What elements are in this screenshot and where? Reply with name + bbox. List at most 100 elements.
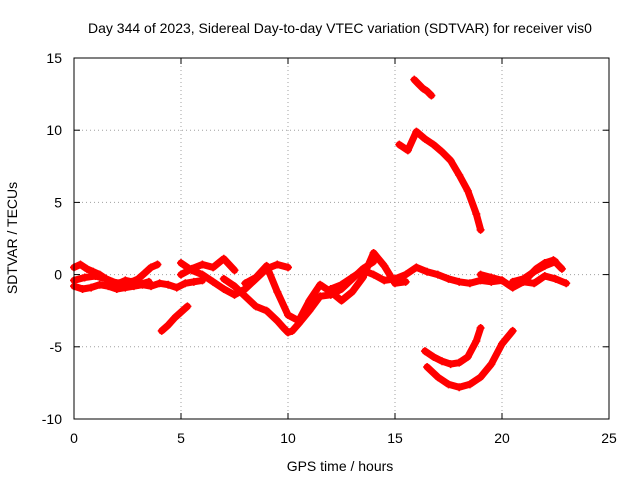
data-point-marker <box>369 270 378 279</box>
data-point-marker <box>369 248 378 257</box>
data-point-marker <box>198 270 207 279</box>
series-arc-d <box>157 302 192 335</box>
x-tick-label: 0 <box>70 430 78 446</box>
data-point-marker <box>147 263 156 272</box>
data-point-marker <box>112 279 121 288</box>
data-point-marker <box>444 274 453 283</box>
data-point-marker <box>78 285 87 294</box>
data-point-marker <box>476 225 485 234</box>
data-point-marker <box>455 170 464 179</box>
x-tick-label: 25 <box>601 430 617 446</box>
data-point-marker <box>251 302 260 311</box>
data-point-marker <box>444 380 453 389</box>
data-point-marker <box>284 328 292 337</box>
data-point-marker <box>391 274 399 283</box>
data-point-marker <box>198 260 207 269</box>
data-point-marker <box>498 276 506 285</box>
data-point-marker <box>414 79 423 88</box>
data-point-marker <box>153 260 162 269</box>
data-point-marker <box>134 280 143 289</box>
data-point-marker <box>305 296 314 305</box>
data-point-marker <box>395 140 404 149</box>
data-point-marker <box>562 279 571 288</box>
data-point-marker <box>294 316 303 325</box>
data-point-marker <box>423 363 432 372</box>
x-tick-label: 20 <box>494 430 510 446</box>
data-point-marker <box>155 279 164 288</box>
data-point-marker <box>530 279 539 288</box>
data-point-marker <box>316 280 325 289</box>
data-point-marker <box>472 337 481 346</box>
data-point-marker <box>476 373 485 382</box>
data-point-marker <box>273 287 282 296</box>
data-point-marker <box>102 274 111 283</box>
data-point-marker <box>403 146 412 155</box>
y-tick-label: -10 <box>42 411 62 427</box>
data-point-marker <box>551 274 560 283</box>
grid-lines <box>74 58 609 419</box>
series-line <box>395 128 485 234</box>
data-point-marker <box>508 277 517 286</box>
data-point-marker <box>438 357 447 366</box>
series-arc-h <box>241 248 410 325</box>
data-point-marker <box>288 326 297 335</box>
data-point-marker <box>420 134 429 143</box>
data-point-marker <box>209 277 218 286</box>
data-point-marker <box>284 263 292 272</box>
series-arc-f <box>177 254 239 279</box>
data-point-marker <box>412 127 421 136</box>
data-point-marker <box>262 306 271 315</box>
data-point-marker <box>410 75 419 84</box>
data-point-marker <box>91 272 100 281</box>
plot-frame <box>73 57 610 420</box>
data-point-marker <box>401 277 410 286</box>
data-point-marker <box>80 273 89 282</box>
data-point-marker <box>241 292 250 301</box>
data-point-marker <box>337 280 346 289</box>
data-point-marker <box>177 270 185 279</box>
series-arc-m <box>423 326 517 392</box>
data-point-marker <box>348 287 357 296</box>
data-point-marker <box>465 380 474 389</box>
x-axis-label: GPS time / hours <box>287 458 394 474</box>
data-point-marker <box>540 261 549 270</box>
data-point-marker <box>446 360 455 369</box>
data-point-marker <box>172 283 181 292</box>
data-point-marker <box>164 321 173 330</box>
data-point-marker <box>316 292 325 301</box>
data-point-marker <box>508 326 517 335</box>
series-layer <box>70 75 571 392</box>
data-point-marker <box>420 347 429 356</box>
data-point-marker <box>123 282 132 291</box>
y-tick-label: -5 <box>50 339 63 355</box>
data-point-marker <box>423 267 432 276</box>
data-point-marker <box>455 358 464 367</box>
data-point-marker <box>251 273 260 282</box>
y-tick-label: 0 <box>54 267 62 283</box>
data-point-marker <box>326 285 335 294</box>
data-point-marker <box>455 383 464 392</box>
data-point-marker <box>230 282 239 291</box>
data-point-marker <box>530 267 539 276</box>
data-point-marker <box>465 279 474 288</box>
data-point-marker <box>87 283 96 292</box>
data-point-marker <box>423 87 432 96</box>
data-point-marker <box>337 296 346 305</box>
data-point-marker <box>487 360 496 369</box>
y-tick-label: 10 <box>46 122 62 138</box>
data-point-marker <box>209 263 218 272</box>
data-point-marker <box>463 186 472 195</box>
series-arc-l <box>420 324 485 369</box>
data-point-marker <box>476 324 485 333</box>
data-point-marker <box>284 311 292 320</box>
data-point-marker <box>219 254 228 263</box>
data-point-marker <box>76 260 85 269</box>
data-point-marker <box>472 209 481 218</box>
data-point-marker <box>273 316 282 325</box>
data-point-marker <box>427 91 436 100</box>
x-tick-label: 15 <box>387 430 403 446</box>
data-point-marker <box>380 276 389 285</box>
data-point-marker <box>219 274 228 283</box>
series-arc-k <box>410 75 436 100</box>
series-arc-p <box>508 257 560 286</box>
